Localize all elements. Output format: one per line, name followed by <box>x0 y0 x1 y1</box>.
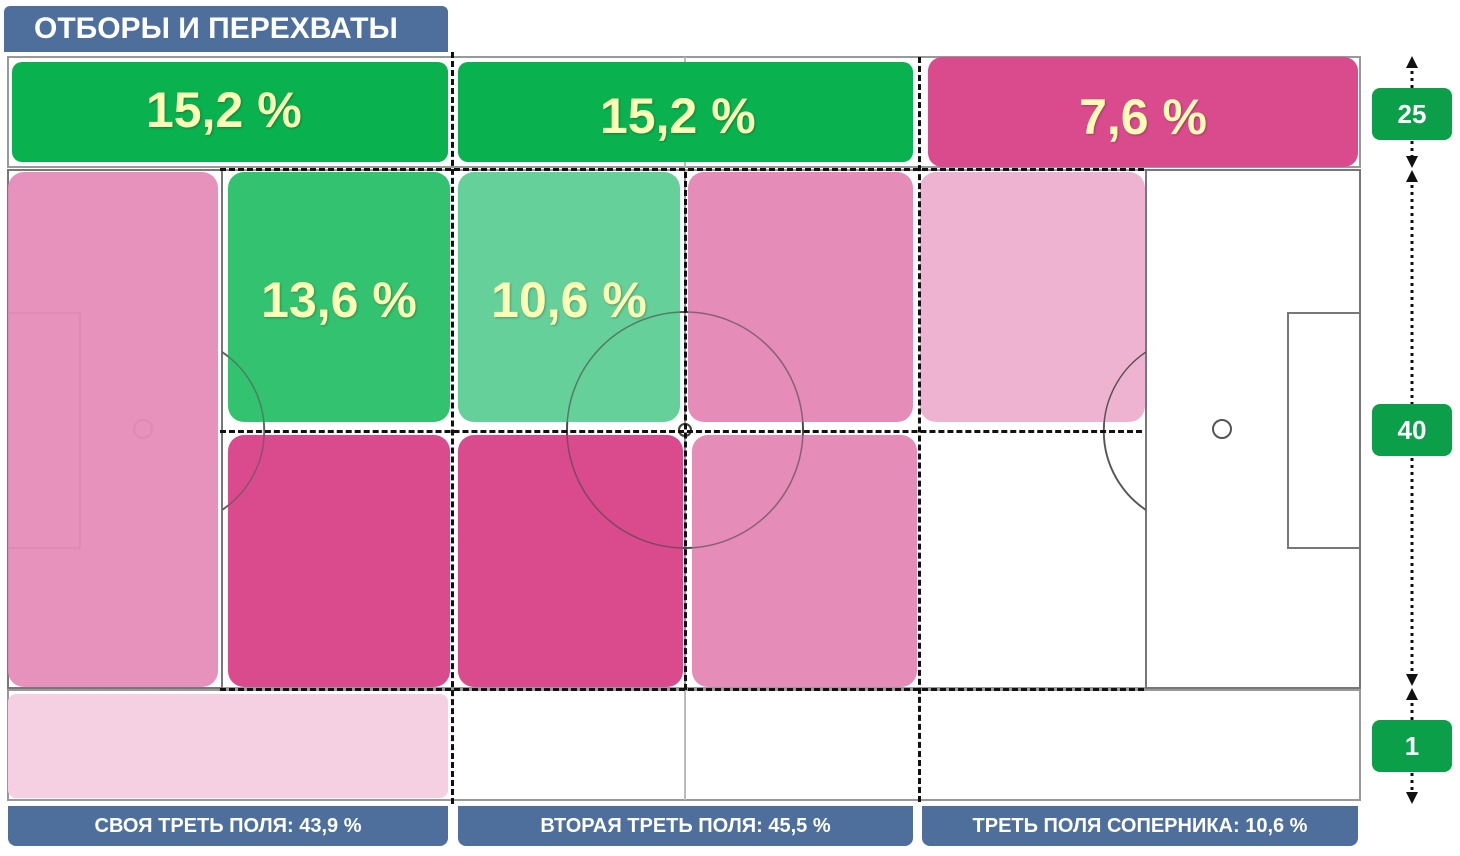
zone-center-upper-left-value: 13,6 % <box>261 272 417 328</box>
zone-center-lower-left <box>228 435 450 687</box>
zone-top-left-value: 15,2 % <box>146 82 302 138</box>
zone-upper-far-right <box>920 172 1145 422</box>
grid-line-h1 <box>220 168 1144 171</box>
zone-left-penalty <box>8 172 218 687</box>
third-opponent-label: ТРЕТЬ ПОЛЯ СОПЕРНИКА: 10,6 % <box>922 806 1358 846</box>
grid-line-v3 <box>918 57 921 802</box>
grid-line-h3 <box>220 688 1144 691</box>
zone-center-upper-mid <box>458 172 680 422</box>
zone-top-left <box>12 62 448 162</box>
zone-top-right <box>928 57 1358 167</box>
zone-top-right-value: 7,6 % <box>1079 89 1207 145</box>
third-own-label: СВОЯ ТРЕТЬ ПОЛЯ: 43,9 % <box>8 806 448 846</box>
zone-center-upper-right <box>688 172 913 422</box>
zone-center-upper-mid-value: 10,6 % <box>491 272 647 328</box>
page-title: ОТБОРЫ И ПЕРЕХВАТЫ <box>4 6 448 52</box>
width-badge-top: 25 <box>1372 88 1452 140</box>
zone-bottom-left <box>8 694 448 798</box>
zone-top-mid-value: 15,2 % <box>600 88 756 144</box>
grid-line-v1 <box>451 52 454 804</box>
zone-center-lower-right <box>692 435 917 687</box>
zone-center-lower-mid <box>458 435 683 687</box>
width-badge-middle: 40 <box>1372 404 1452 456</box>
zone-center-upper-left <box>228 172 450 422</box>
width-badge-bottom: 1 <box>1372 720 1452 772</box>
zone-top-mid <box>458 62 913 162</box>
third-second-label: ВТОРАЯ ТРЕТЬ ПОЛЯ: 45,5 % <box>458 806 913 846</box>
grid-line-h2 <box>220 430 1142 433</box>
